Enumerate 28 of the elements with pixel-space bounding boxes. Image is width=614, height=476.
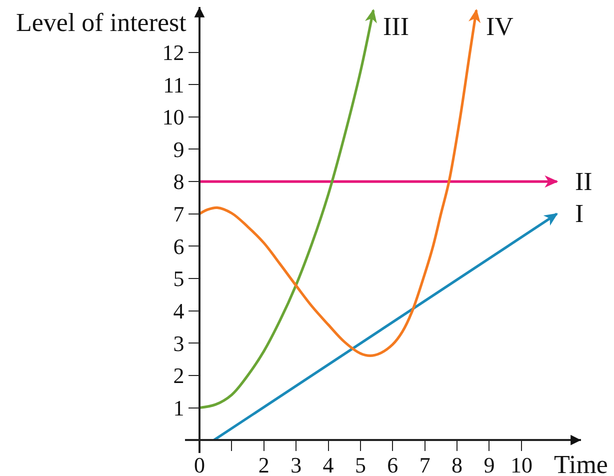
x-tick-label: 5 [354,452,366,476]
y-tick-label: 10 [162,104,184,130]
y-tick-label: 6 [173,234,184,259]
series-label: I [575,199,584,228]
x-tick-label: 8 [452,452,463,476]
y-tick-label: 1 [173,395,184,420]
x-tick-label: 2 [258,452,270,476]
y-tick-label: 5 [173,266,184,292]
x-tick-label: 0 [194,452,205,476]
series-label: II [575,167,592,196]
y-tick-label: 12 [162,40,184,65]
x-tick-label: 6 [387,452,398,476]
y-axis-title: Level of interest [16,8,188,37]
y-tick-label: 8 [173,169,184,194]
y-tick-label: 3 [173,330,184,356]
y-tick-label: 9 [173,136,184,162]
x-axis-title: Time [554,450,608,476]
series-label: IV [486,12,514,41]
x-tick-label: 3 [290,452,302,476]
y-tick-label: 4 [173,298,184,324]
x-tick-label: 10 [510,452,532,476]
x-tick-label: 9 [484,452,495,476]
y-tick-label: 11 [163,72,184,98]
series-label: III [383,12,409,41]
y-tick-label: 2 [173,363,184,388]
x-tick-label: 4 [322,452,334,476]
x-tick-label: 7 [419,452,430,476]
y-tick-label: 7 [173,202,184,227]
